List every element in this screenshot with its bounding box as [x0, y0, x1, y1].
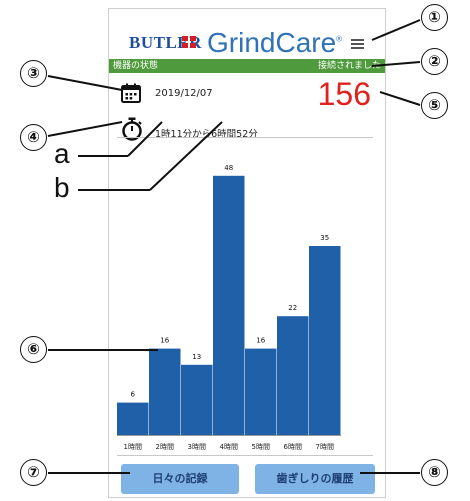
brand-cross-logo — [182, 36, 197, 48]
bar-value-label-2: 16 — [160, 337, 169, 345]
device-status-label: 機器の状態 — [113, 61, 159, 71]
callout-5: ⑤ — [421, 92, 448, 119]
grinding-count: 156 — [317, 76, 371, 112]
callout-letter-b: b — [54, 172, 70, 203]
bar-value-label-7: 35 — [320, 234, 329, 242]
divider-top — [117, 137, 373, 138]
bar-4 — [213, 175, 245, 436]
menu-icon[interactable] — [351, 39, 364, 49]
category-label-3: 3時間 — [188, 443, 206, 451]
bar-value-label-6: 22 — [288, 304, 297, 312]
bar-2 — [149, 348, 181, 435]
callout-3: ③ — [20, 60, 47, 87]
category-label-7: 7時間 — [316, 443, 334, 451]
callout-8: ⑧ — [421, 459, 448, 486]
brand-grindcare: GrindCare® — [207, 27, 343, 58]
bar-value-label-1: 6 — [131, 391, 136, 399]
bar-6 — [277, 316, 309, 435]
bar-1 — [117, 402, 149, 435]
hourly-grinding-chart: 6 1時間 16 2時間 13 3時間 48 4時間 16 5時間 22 6時間 35 7時間 — [117, 164, 341, 451]
callout-7: ⑦ — [20, 459, 47, 486]
calendar-icon — [121, 83, 141, 103]
category-label-6: 6時間 — [284, 443, 302, 451]
app-screen: BUTLER GrindCare® 機器の状態 接続されました 2019/12/… — [108, 8, 386, 498]
category-label-2: 2時間 — [156, 443, 174, 451]
grinding-history-button[interactable]: 歯ぎしりの履歴 — [255, 464, 375, 494]
category-label-4: 4時間 — [220, 443, 238, 451]
callout-2: ② — [421, 48, 448, 75]
daily-record-button[interactable]: 日々の記録 — [121, 464, 239, 494]
bar-7 — [309, 246, 341, 435]
device-status-bar: 機器の状態 接続されました — [109, 59, 385, 73]
divider-bottom — [117, 455, 373, 456]
bar-3 — [181, 364, 213, 435]
category-label-1: 1時間 — [124, 443, 142, 451]
category-label-5: 5時間 — [252, 443, 270, 451]
bar-5 — [245, 348, 277, 435]
app-header: BUTLER GrindCare® — [109, 9, 385, 59]
callout-6: ⑥ — [20, 336, 47, 363]
callout-4: ④ — [20, 124, 47, 151]
bar-value-label-3: 13 — [192, 353, 201, 361]
connection-status: 接続されました — [317, 61, 381, 71]
callout-1: ① — [421, 4, 448, 31]
bar-value-label-4: 48 — [224, 164, 233, 172]
session-date: 2019/12/07 — [155, 88, 213, 99]
bar-value-label-5: 16 — [256, 337, 265, 345]
callout-letter-a: a — [54, 138, 70, 169]
